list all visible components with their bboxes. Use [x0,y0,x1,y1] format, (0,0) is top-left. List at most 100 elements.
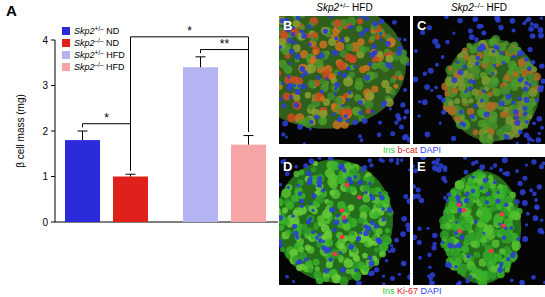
nucleus [382,275,385,278]
nucleus [368,182,371,185]
nucleus [308,43,312,47]
nucleus [480,186,484,190]
nucleus [499,51,503,55]
nucleus [303,163,308,168]
nucleus [379,19,384,24]
nucleus [281,81,285,85]
legend-swatch [62,51,70,59]
nucleus [315,56,318,59]
nucleus [407,274,410,279]
nucleus [475,61,480,66]
nucleus [307,179,313,185]
nucleus [401,261,406,266]
nucleus [519,280,524,285]
nucleus [499,168,503,172]
legend-label: Skp2–/– ND [74,37,120,48]
nucleus [394,121,398,125]
cell [371,86,378,93]
nucleus [528,26,534,32]
cell [465,254,471,260]
cell [473,130,479,136]
cell [326,261,333,268]
cell [480,93,489,102]
nucleus [525,19,529,23]
nucleus [342,168,347,173]
nucleus [288,62,291,65]
nucleus [465,192,470,197]
nucleus [378,191,381,194]
nucleus [459,110,464,115]
cell [334,96,343,105]
cell [507,46,516,55]
cell [510,206,515,211]
nucleus [469,34,475,40]
nucleus [479,164,485,170]
nucleus [337,71,341,75]
nucleus [540,78,545,83]
cell [490,196,495,201]
cell [482,123,489,130]
image-background [413,16,545,144]
nucleus [389,65,393,69]
cell [296,264,303,271]
column-title: Skp2+/– HFD [316,1,372,14]
ki67-cell [462,208,466,212]
nucleus [407,137,410,142]
nucleus [523,86,528,91]
cell [467,176,474,183]
nucleus [454,265,458,269]
nucleus [512,28,516,32]
cell [310,120,316,126]
cell [279,224,280,231]
nucleus [403,88,407,92]
nucleus [480,99,484,103]
nucleus [334,36,338,40]
error-line [82,131,83,140]
cell [286,184,293,191]
nucleus [379,38,382,41]
nucleus [332,228,337,233]
cell [474,251,481,258]
nucleus [522,236,528,242]
error-cap [244,135,254,136]
nucleus [451,136,456,141]
cell [528,88,537,97]
nucleus [538,228,544,234]
y-tick-label: 0 [42,217,48,228]
nucleus [513,109,519,115]
nucleus [458,69,464,75]
nucleus [398,46,403,51]
nucleus [381,159,385,163]
y-tick-label: 3 [42,80,48,91]
nucleus [471,175,475,179]
cell [279,42,285,49]
cell [373,211,380,218]
cell [319,41,327,49]
cell [451,87,458,94]
nucleus [540,126,544,130]
nucleus [524,81,529,86]
cell [499,199,507,207]
y-tick-label: 4 [42,35,48,46]
cell [335,105,345,115]
nucleus [295,236,299,240]
nucleus [408,168,410,171]
cell [359,66,366,73]
cell [490,76,498,84]
nucleus [414,49,418,53]
cell [500,227,509,236]
nucleus [517,97,521,101]
nucleus [368,256,373,261]
nucleus [413,77,418,83]
nucleus [482,89,486,93]
stain-word: DAPI [418,145,442,155]
nucleus [359,16,364,19]
nucleus [540,16,543,19]
nucleus [474,160,478,164]
nucleus [498,25,503,30]
cell [341,212,349,220]
nucleus [398,273,401,276]
nucleus [381,217,386,222]
ki67-cell [500,212,504,216]
nucleus [468,28,473,33]
